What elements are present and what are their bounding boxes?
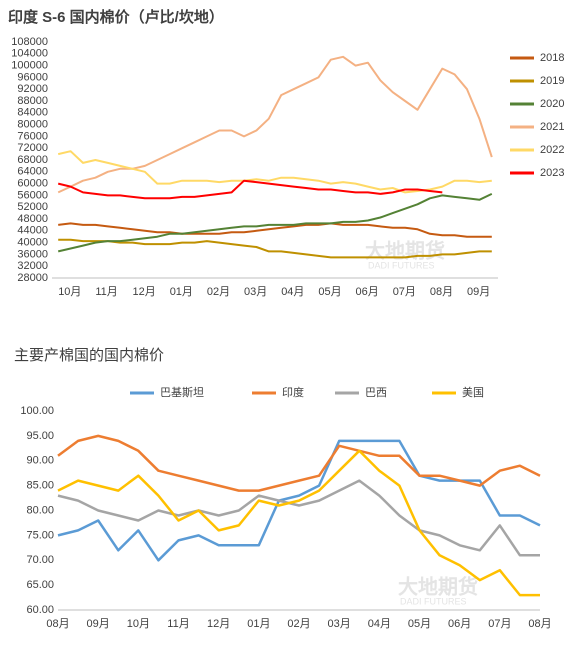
series-line [57,150,492,194]
y-tick-label: 80000 [17,119,48,131]
y-tick-label: 96000 [17,71,48,83]
legend-label: 巴基斯坦 [160,385,204,399]
y-tick-label: 100.00 [20,405,54,417]
y-tick-label: 65.00 [26,579,54,591]
y-tick-label: 84000 [17,107,48,119]
y-tick-label: 56000 [17,189,48,201]
chart-title: 主要产棉国的国内棉价 [14,347,164,364]
series-line [57,179,443,200]
series-line [58,238,492,259]
y-tick-label: 36000 [17,248,48,260]
y-tick-label: 76000 [17,130,48,142]
legend-label: 2022 [540,144,564,156]
legend-label: 印度 [282,385,304,399]
y-tick-label: 70.00 [26,554,54,566]
x-tick-label: 12月 [133,286,156,298]
legend-label: 2023 [540,167,564,179]
series-line [57,434,541,492]
watermark: 大地期货 [398,574,478,598]
x-tick-label: 12月 [207,618,230,630]
y-tick-label: 90.00 [26,455,54,467]
x-tick-label: 01月 [247,618,270,630]
x-tick-label: 02月 [287,618,310,630]
x-tick-label: 08月 [46,618,69,630]
x-tick-label: 01月 [170,286,193,298]
y-tick-label: 52000 [17,201,48,213]
series-line [57,55,493,194]
legend-label: 2019 [540,75,564,87]
x-tick-label: 08月 [528,618,551,630]
series-line [57,192,493,253]
x-tick-label: 04月 [281,286,304,298]
y-tick-label: 68000 [17,154,48,166]
x-tick-label: 07月 [393,286,416,298]
y-tick-label: 64000 [17,166,48,178]
watermark: 大地期货 [365,238,445,262]
legend-label: 巴西 [365,387,387,399]
x-tick-label: 05月 [318,286,341,298]
legend-label: 美国 [462,386,484,399]
y-tick-label: 108000 [11,36,48,48]
x-tick-label: 11月 [95,286,117,298]
y-tick-label: 88000 [17,95,48,107]
x-tick-label: 03月 [244,286,267,298]
legend-label: 2018 [540,52,564,64]
x-tick-label: 07月 [488,618,511,630]
x-tick-label: 06月 [448,618,471,630]
x-tick-label: 10月 [58,286,81,298]
y-tick-label: 85.00 [26,480,54,492]
series-line [57,479,540,557]
x-tick-label: 06月 [356,286,379,298]
watermark-sub: DADI FUTURES [400,596,467,606]
y-tick-label: 104000 [11,48,48,60]
x-tick-label: 09月 [467,286,490,298]
y-tick-label: 80.00 [26,504,54,516]
x-tick-label: 11月 [167,618,189,630]
x-tick-label: 08月 [430,286,453,298]
y-tick-label: 60.00 [26,604,54,616]
y-tick-label: 95.00 [26,430,54,442]
legend-label: 2020 [540,98,564,110]
y-tick-label: 60000 [17,178,48,190]
y-tick-label: 92000 [17,83,48,95]
x-tick-label: 03月 [328,618,351,630]
y-tick-label: 72000 [17,142,48,154]
y-tick-label: 28000 [17,272,48,284]
y-tick-label: 100000 [11,60,48,72]
series-line [57,449,540,597]
legend-label: 2021 [540,121,564,133]
watermark-sub: DADI FUTURES [368,260,435,270]
chart-title: 印度 S-6 国内棉价（卢比/坎地） [8,8,224,26]
x-tick-label: 04月 [368,618,391,630]
y-tick-label: 48000 [17,213,48,225]
x-tick-label: 10月 [127,618,150,630]
y-tick-label: 40000 [17,237,48,249]
y-tick-label: 44000 [17,225,48,237]
x-tick-label: 05月 [408,618,431,630]
x-tick-label: 02月 [207,286,230,298]
y-tick-label: 75.00 [26,529,54,541]
series-line [58,222,492,238]
x-tick-label: 09月 [87,618,110,630]
y-tick-label: 32000 [17,260,48,272]
